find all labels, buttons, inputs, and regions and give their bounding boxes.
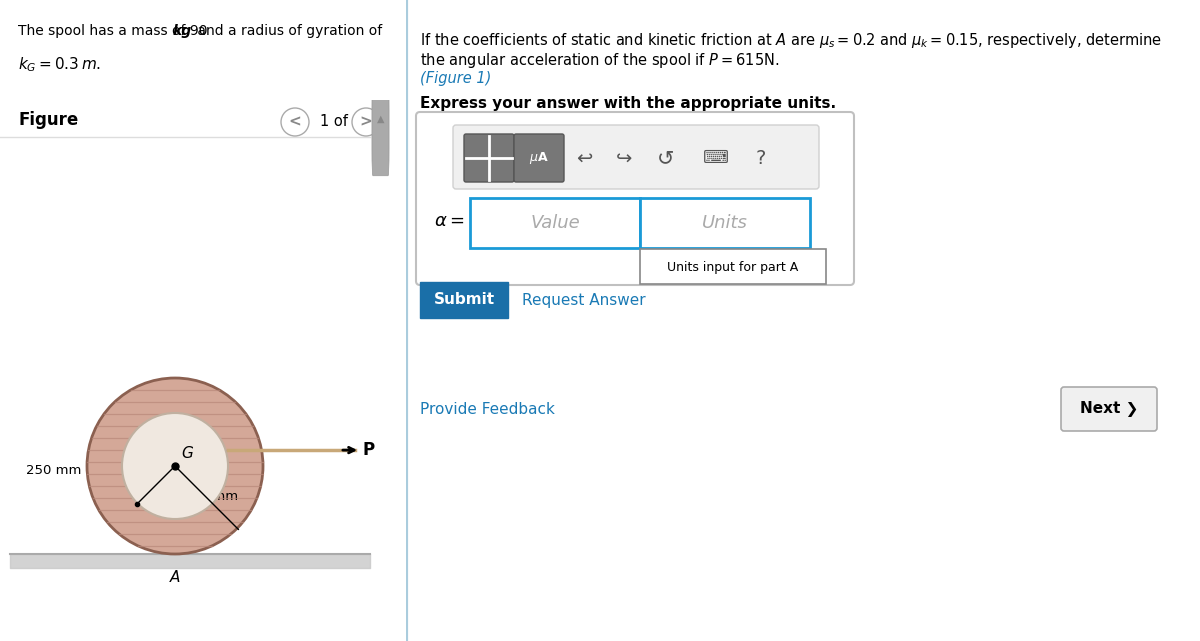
Text: ↪: ↪ <box>616 149 632 167</box>
Text: Units input for part A: Units input for part A <box>667 260 799 274</box>
Text: If the coefficients of static and kinetic friction at $A$ are $\mu_s = 0.2$ and : If the coefficients of static and kineti… <box>420 31 1162 50</box>
Text: The spool has a mass of 90: The spool has a mass of 90 <box>18 24 212 38</box>
Text: Figure: Figure <box>18 111 78 129</box>
Text: and a radius of gyration of: and a radius of gyration of <box>193 24 383 38</box>
FancyBboxPatch shape <box>640 249 826 284</box>
Text: ↺: ↺ <box>658 148 674 168</box>
Text: Request Answer: Request Answer <box>522 292 646 308</box>
Text: Provide Feedback: Provide Feedback <box>420 401 554 417</box>
FancyBboxPatch shape <box>464 134 514 182</box>
Text: 1 of 1: 1 of 1 <box>320 115 361 129</box>
Text: $\mu$A: $\mu$A <box>529 150 548 166</box>
Circle shape <box>88 378 263 554</box>
FancyBboxPatch shape <box>372 84 389 176</box>
Text: ⌨: ⌨ <box>703 149 730 167</box>
Circle shape <box>281 108 310 136</box>
Text: >: > <box>360 115 372 129</box>
Text: ?: ? <box>756 149 766 167</box>
Text: 250 mm: 250 mm <box>26 465 82 478</box>
FancyBboxPatch shape <box>420 282 508 318</box>
Text: P: P <box>362 441 374 459</box>
Text: $k_G = 0.3\,m.$: $k_G = 0.3\,m.$ <box>18 55 101 74</box>
Text: Submit: Submit <box>433 292 494 308</box>
Circle shape <box>352 108 380 136</box>
Text: (Figure 1): (Figure 1) <box>420 71 491 86</box>
Text: Next ❯: Next ❯ <box>1080 401 1138 417</box>
FancyBboxPatch shape <box>454 125 818 189</box>
Text: G: G <box>181 446 193 461</box>
Text: A: A <box>170 570 180 585</box>
FancyBboxPatch shape <box>470 198 640 248</box>
Text: ↩: ↩ <box>576 149 592 167</box>
Text: Express your answer with the appropriate units.: Express your answer with the appropriate… <box>420 96 836 111</box>
Text: kg: kg <box>173 24 192 38</box>
Text: Units: Units <box>702 214 748 232</box>
Circle shape <box>122 413 228 519</box>
Text: 400 mm: 400 mm <box>182 490 238 503</box>
Text: the angular acceleration of the spool if $P = 615$N.: the angular acceleration of the spool if… <box>420 51 779 70</box>
FancyBboxPatch shape <box>1061 387 1157 431</box>
Text: Value: Value <box>530 214 580 232</box>
FancyBboxPatch shape <box>640 198 810 248</box>
FancyBboxPatch shape <box>514 134 564 182</box>
Text: $\alpha =$: $\alpha =$ <box>434 212 464 230</box>
FancyBboxPatch shape <box>416 112 854 285</box>
Text: ▲: ▲ <box>377 113 384 124</box>
Text: <: < <box>289 115 301 129</box>
